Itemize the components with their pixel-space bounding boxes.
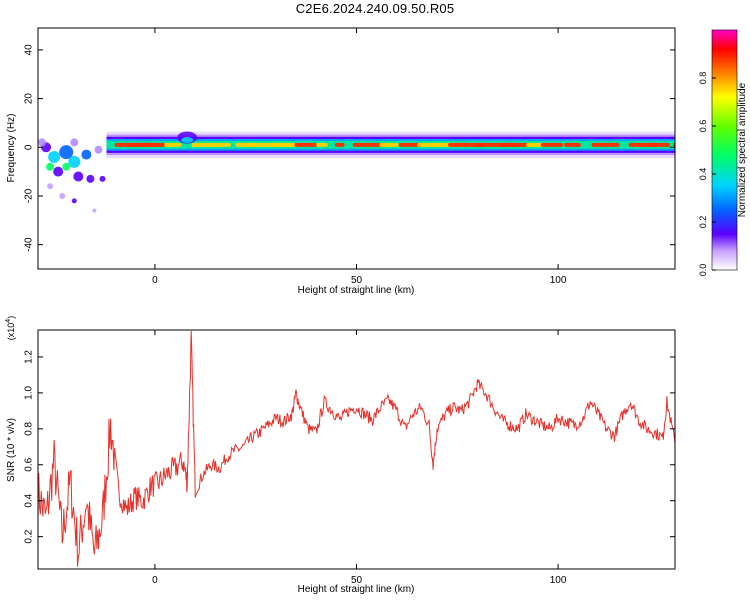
spectrogram-blob xyxy=(53,166,64,177)
spectrogram-y-tick-label: -40 xyxy=(24,237,35,252)
snr-scale-suffix: ) xyxy=(6,316,16,319)
snr-x-tick-label: 100 xyxy=(550,575,567,586)
colorbar-tick-label: 0.4 xyxy=(698,168,708,181)
spectrogram-hotspot xyxy=(398,142,423,147)
spectrogram-x-tick-label: 100 xyxy=(550,275,567,286)
colorbar-tick-label: 0.2 xyxy=(698,216,708,229)
spectrogram-y-tick-label: -20 xyxy=(24,188,35,203)
snr-y-tick-label: 1.2 xyxy=(24,350,35,364)
snr-y-tick-label: 0.6 xyxy=(24,457,35,471)
snr-axes: 0 50 100 0.2 0.4 0.6 0.8 1.0 1.2 xyxy=(24,330,675,586)
spectrogram-hotspot xyxy=(334,142,345,147)
spectrogram-y-tick-label: 40 xyxy=(24,44,35,56)
spectrogram-blob xyxy=(46,162,55,171)
spectrogram-y-tick-label: 20 xyxy=(24,93,35,105)
spectrogram-hotspot xyxy=(564,142,581,147)
spectrogram-hotspot xyxy=(273,142,299,147)
spectrogram-hotspot xyxy=(316,142,328,147)
spectrogram-blob xyxy=(48,151,61,164)
spectrogram-hotspot xyxy=(294,142,317,147)
spectrogram-plot xyxy=(38,131,675,213)
snr-scale-exponent: 4 xyxy=(5,319,12,323)
svg-text:(x104): (x104) xyxy=(5,316,16,340)
spectrogram-blob xyxy=(71,198,77,204)
spectrogram-blob xyxy=(38,138,47,147)
snr-series-line xyxy=(38,330,675,567)
spectrogram-blob xyxy=(68,155,81,168)
spectrogram-hotspot xyxy=(164,142,182,147)
spectrogram-x-axis-label: Height of straight line (km) xyxy=(298,285,415,296)
spectrogram-blob xyxy=(81,149,92,160)
colorbar-axes: 0.0 0.2 0.4 0.6 0.8 xyxy=(698,72,716,277)
spectrogram-blob xyxy=(94,145,103,154)
snr-scale-label: (x104) xyxy=(5,316,16,340)
spectrogram-blob xyxy=(59,145,74,160)
spectrogram-hotspot xyxy=(211,142,231,147)
colorbar-tick-label: 0.0 xyxy=(698,264,708,277)
snr-y-axis-label: SNR (10 * v/v) xyxy=(6,418,17,482)
snr-frame xyxy=(37,329,676,570)
spectrogram-blob xyxy=(73,171,84,182)
spectrogram-blob xyxy=(59,192,66,199)
spectrogram-blob xyxy=(92,208,97,213)
spectrogram-blob xyxy=(47,183,54,190)
spectrogram-hotspot xyxy=(609,142,620,147)
snr-y-tick-label: 0.4 xyxy=(24,493,35,507)
snr-x-tick-label: 0 xyxy=(152,575,158,586)
snr-y-tick-label: 0.8 xyxy=(24,421,35,435)
spectrogram-hotspot xyxy=(540,142,563,147)
colorbar-tick-label: 0.8 xyxy=(698,72,708,85)
spectrogram-hotspot xyxy=(673,142,675,147)
snr-y-tick-label: 1.0 xyxy=(24,386,35,400)
spectrogram-hotspot xyxy=(498,142,531,147)
spectrogram-blob xyxy=(86,174,95,183)
spectrogram-blob xyxy=(99,175,106,182)
page-title: C2E6.2024.240.09.50.R05 xyxy=(295,1,455,16)
spectrogram-y-axis-label: Frequency (Hz) xyxy=(6,114,17,183)
snr-y-tick-label: 0.2 xyxy=(24,529,35,543)
spectrogram-hotspot xyxy=(352,142,387,147)
spectrogram-x-tick-label: 50 xyxy=(351,275,363,286)
spectrogram-hotspot xyxy=(191,142,216,147)
spectrogram-hotspot xyxy=(591,142,613,147)
colorbar-label: Normalized spectral amplitude xyxy=(737,82,748,217)
snr-x-tick-label: 50 xyxy=(351,575,363,586)
spectrogram-axes: 0 50 100 -40 -20 0 20 40 xyxy=(24,28,675,286)
spectrogram-x-tick-label: 0 xyxy=(152,275,158,286)
spectrogram-hotspot xyxy=(142,142,166,147)
spectrogram-bump-core xyxy=(181,136,194,143)
snr-scale-prefix: (x10 xyxy=(6,323,16,341)
spectrogram-hotspot xyxy=(647,142,659,147)
colorbar-tick-label: 0.6 xyxy=(698,120,708,133)
snr-plot xyxy=(38,330,675,567)
spectrogram-hotspot xyxy=(526,142,546,147)
colorbar xyxy=(711,29,738,271)
snr-x-axis-label: Height of straight line (km) xyxy=(298,584,415,595)
spectrogram-y-tick-label: 0 xyxy=(24,144,35,150)
spectrogram-blob xyxy=(70,138,79,147)
spectrogram-blob xyxy=(62,162,71,171)
spectrogram-hotspot xyxy=(379,142,399,147)
